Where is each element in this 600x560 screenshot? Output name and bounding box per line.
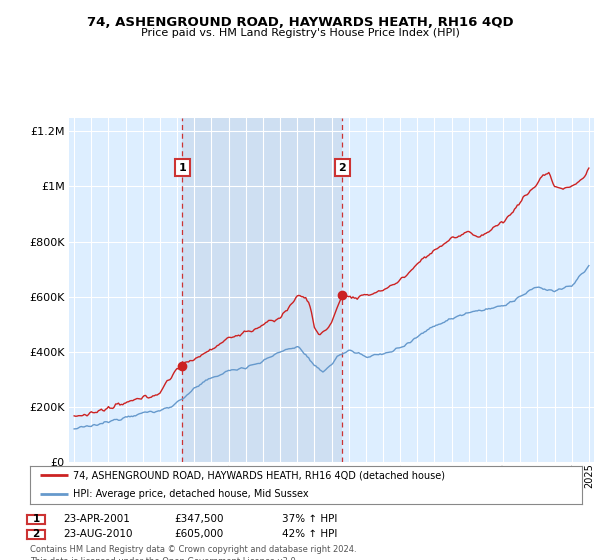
- Text: 42% ↑ HPI: 42% ↑ HPI: [282, 529, 337, 539]
- Text: 23-AUG-2010: 23-AUG-2010: [63, 529, 133, 539]
- Text: 2: 2: [32, 529, 40, 539]
- Text: £347,500: £347,500: [174, 514, 223, 524]
- Text: £605,000: £605,000: [174, 529, 223, 539]
- Text: 74, ASHENGROUND ROAD, HAYWARDS HEATH, RH16 4QD (detached house): 74, ASHENGROUND ROAD, HAYWARDS HEATH, RH…: [73, 470, 445, 480]
- Text: 74, ASHENGROUND ROAD, HAYWARDS HEATH, RH16 4QD: 74, ASHENGROUND ROAD, HAYWARDS HEATH, RH…: [86, 16, 514, 29]
- Text: 1: 1: [179, 162, 186, 172]
- Text: 23-APR-2001: 23-APR-2001: [63, 514, 130, 524]
- Bar: [182, 118, 343, 462]
- Text: 37% ↑ HPI: 37% ↑ HPI: [282, 514, 337, 524]
- Text: HPI: Average price, detached house, Mid Sussex: HPI: Average price, detached house, Mid …: [73, 489, 308, 499]
- Text: Price paid vs. HM Land Registry's House Price Index (HPI): Price paid vs. HM Land Registry's House …: [140, 28, 460, 38]
- Text: 1: 1: [32, 514, 40, 524]
- Text: Contains HM Land Registry data © Crown copyright and database right 2024.
This d: Contains HM Land Registry data © Crown c…: [30, 545, 356, 560]
- Text: 2: 2: [338, 162, 346, 172]
